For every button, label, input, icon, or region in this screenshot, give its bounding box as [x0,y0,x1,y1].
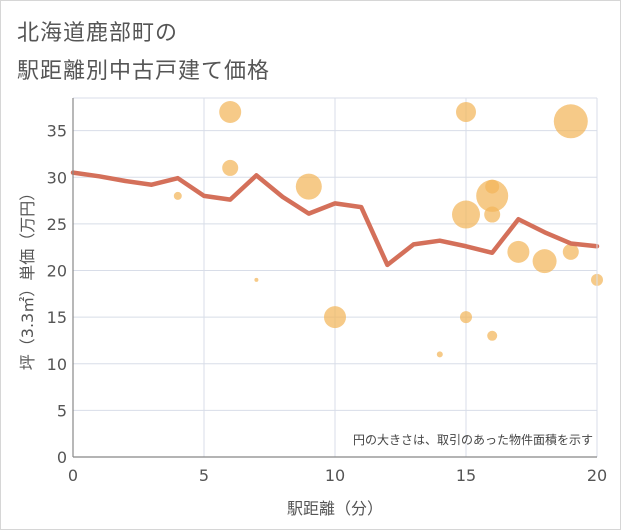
bubble-point [487,330,498,341]
x-tick-label: 0 [68,466,78,485]
bubble-point [295,173,322,200]
bubble-point [219,100,242,123]
y-tick-label: 30 [47,168,67,187]
x-tick-label: 5 [199,466,209,485]
bubble-point [507,240,530,263]
y-tick-label: 35 [47,122,67,141]
bubble-point [460,311,472,324]
y-tick-label: 15 [47,308,67,327]
x-tick-labels: 0 5 10 15 20 [68,466,607,485]
y-tick-label: 25 [47,215,67,234]
bubble-point [254,277,259,282]
bubble-point [222,159,239,176]
y-tick-label: 0 [57,448,67,467]
x-axis-label: 駅距離（分） [287,499,383,518]
bubble-point [173,191,182,200]
plot-frame [72,97,598,458]
y-tick-label: 5 [57,401,67,420]
x-tick-label: 15 [456,466,476,485]
bubble-point [562,243,579,260]
bubble-point [484,206,501,223]
x-tick-label: 10 [325,466,345,485]
grid-lines [73,98,597,457]
bubble-point [553,104,588,139]
average-price-line [70,170,600,268]
bubble-layer [173,100,603,358]
bubble-point [532,249,557,274]
bubble-point [436,351,443,358]
y-axis-label: 坪（3.3㎡）単価（万円） [18,185,37,370]
y-tick-label: 20 [47,262,67,281]
x-tick-label: 20 [587,466,607,485]
y-tick-label: 10 [47,355,67,374]
chart-title-line1: 北海道鹿部町の [17,21,179,46]
line-layer [70,170,600,268]
bubble-point [452,200,480,229]
bubble-point [456,101,476,122]
bubble-size-note: 円の大きさは、取引のあった物件面積を示す [353,432,593,447]
bubble-point [476,179,509,212]
y-tick-labels: 0 5 10 15 20 25 30 35 [47,122,67,467]
chart-title-line2: 駅距離別中古戸建て価格 [17,59,271,84]
bubble-point [324,306,346,329]
